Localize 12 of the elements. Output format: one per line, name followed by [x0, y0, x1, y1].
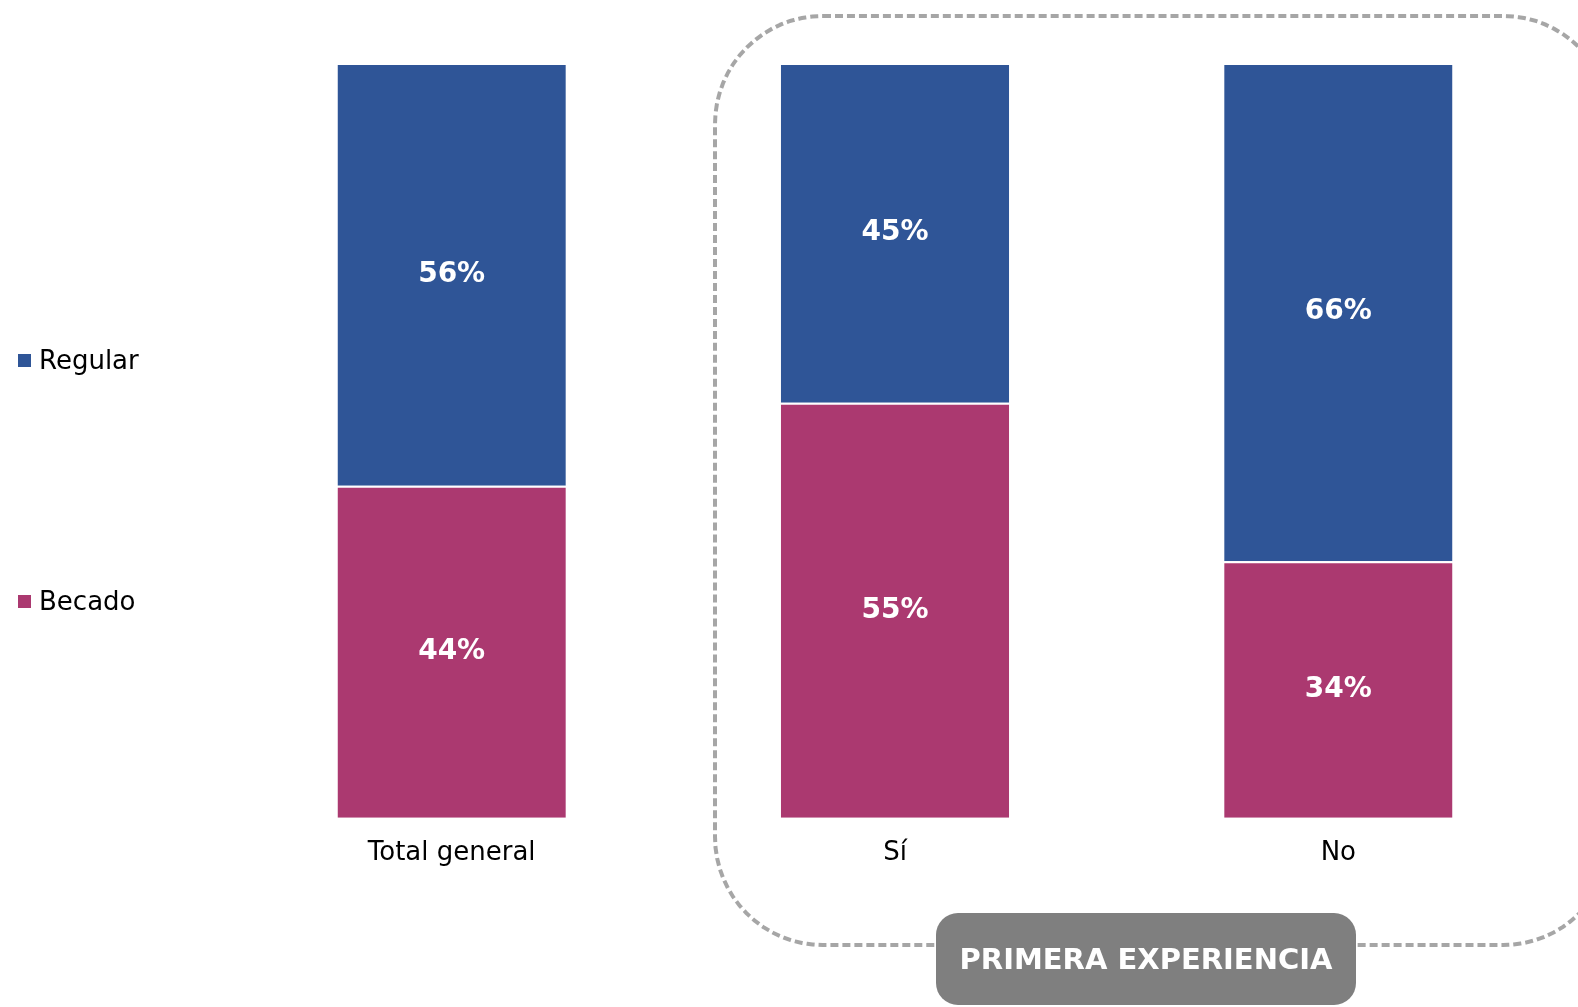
data-label: 56% [418, 255, 486, 289]
legend-label: Becado [39, 586, 136, 616]
data-label: 55% [861, 591, 929, 625]
legend-label: Regular [39, 345, 139, 375]
x-tick-label: No [1320, 836, 1357, 867]
data-label: 44% [418, 633, 486, 667]
x-tick-label: Sí [883, 836, 908, 867]
data-label: 34% [1304, 670, 1372, 704]
text: PRIMERA EXPERIENCIA [936, 913, 1356, 1005]
x-tick-label: Total general [366, 836, 536, 867]
data-label: 45% [861, 214, 929, 248]
data-label: 66% [1304, 293, 1372, 327]
